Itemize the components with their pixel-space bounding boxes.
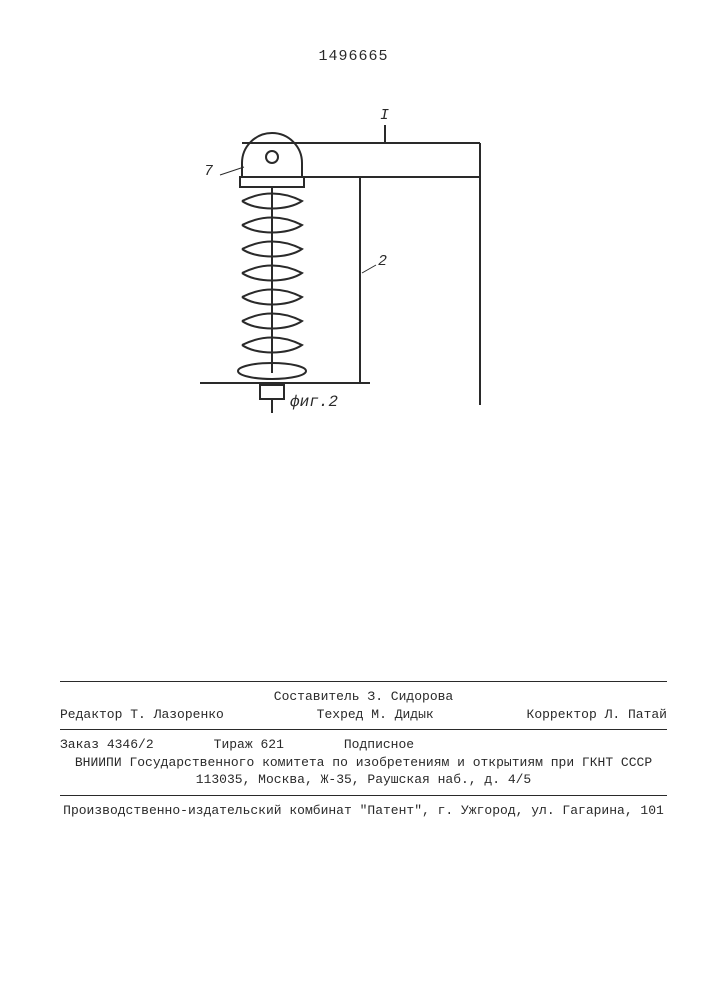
corrector-name: Л. Патай xyxy=(605,707,667,722)
corrector-label: Корректор xyxy=(527,707,597,722)
rule-bottom xyxy=(60,795,667,796)
figure-label: фиг.2 xyxy=(290,393,338,411)
techred-label: Техред xyxy=(317,707,364,722)
order-block: Заказ 4346/2 xyxy=(60,736,154,754)
techred-name: М. Дидык xyxy=(371,707,433,722)
document-number: 1496665 xyxy=(0,48,707,65)
figure-svg xyxy=(180,115,520,435)
rule-mid xyxy=(60,729,667,730)
printer-line: Производственно-издательский комбинат "П… xyxy=(60,802,667,820)
figure-2: I 7 2 фиг.2 xyxy=(180,115,520,435)
podpisnoe: Подписное xyxy=(344,736,414,754)
order-row: Заказ 4346/2 Тираж 621 Подписное xyxy=(60,736,667,754)
tirazh-value: 621 xyxy=(260,737,283,752)
editor-label: Редактор xyxy=(60,707,122,722)
editor-name: Т. Лазоренко xyxy=(130,707,224,722)
vniipi-line1: ВНИИПИ Государственного комитета по изоб… xyxy=(60,754,667,772)
colophon: Составитель З. Сидорова Редактор Т. Лазо… xyxy=(60,675,667,819)
vniipi-line2: 113035, Москва, Ж-35, Раушская наб., д. … xyxy=(60,771,667,789)
corrector-block: Корректор Л. Патай xyxy=(527,706,667,724)
callout-top: I xyxy=(380,107,389,124)
editor-block: Редактор Т. Лазоренко xyxy=(60,706,224,724)
order-label: Заказ xyxy=(60,737,99,752)
tirazh-block: Тираж 621 xyxy=(214,736,284,754)
tirazh-label: Тираж xyxy=(214,737,253,752)
techred-block: Техред М. Дидык xyxy=(317,706,434,724)
rule-top xyxy=(60,681,667,682)
page: 1496665 xyxy=(0,0,707,1000)
credits-row: Редактор Т. Лазоренко Техред М. Дидык Ко… xyxy=(60,706,667,724)
compiler-line: Составитель З. Сидорова xyxy=(60,688,667,706)
callout-7: 7 xyxy=(204,163,213,180)
compiler-label: Составитель xyxy=(274,689,360,704)
compiler-name: З. Сидорова xyxy=(367,689,453,704)
order-number: 4346/2 xyxy=(107,737,154,752)
callout-2: 2 xyxy=(378,253,387,270)
